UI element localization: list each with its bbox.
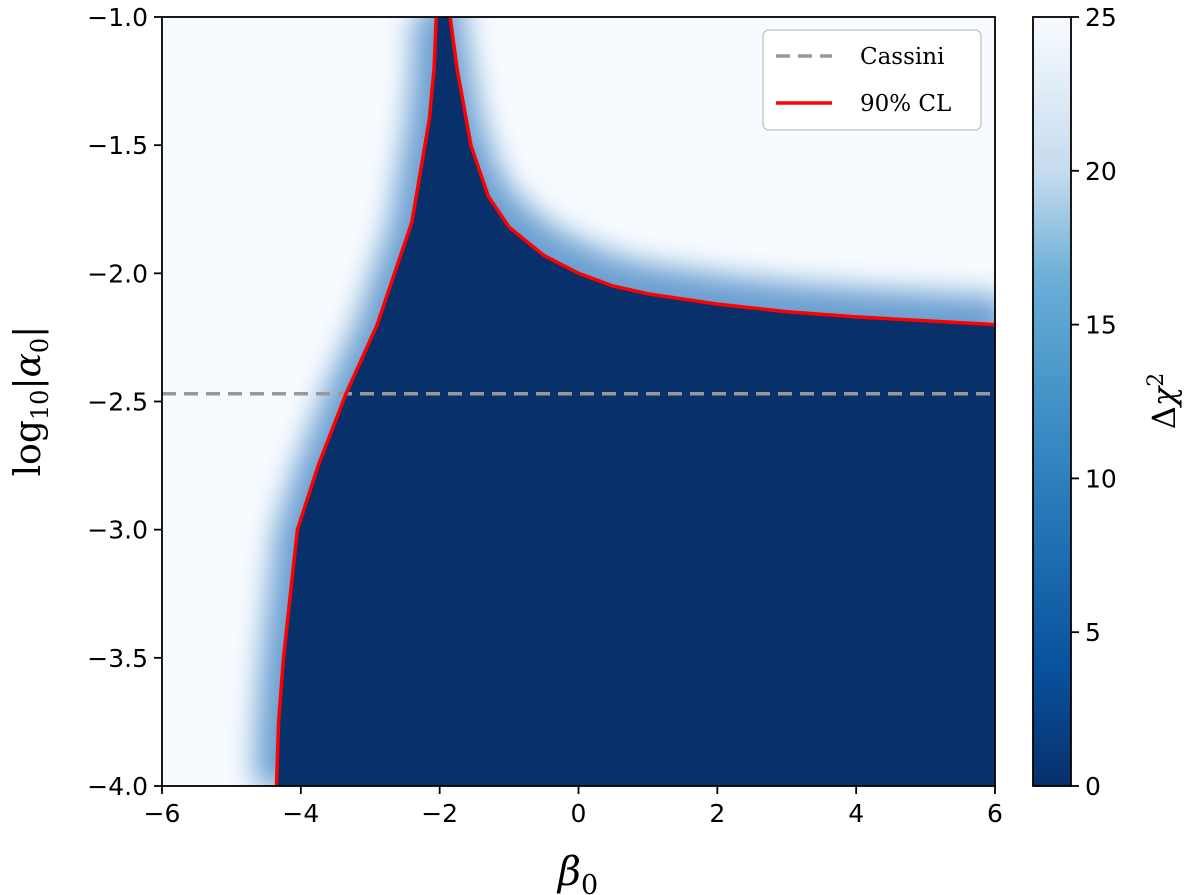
y-axis-ticks: −4.0 −3.5 −3.0 −2.5 −2.0 −1.5 −1.0 xyxy=(87,3,162,801)
x-tick-label: −2 xyxy=(421,799,458,828)
y-tick-label: −2.5 xyxy=(87,388,148,417)
cl-contour-left-branch xyxy=(274,17,438,786)
colorbar-tick-label: 0 xyxy=(1085,772,1101,801)
colorbar-tick-label: 15 xyxy=(1085,311,1117,340)
cl-contour-right-branch xyxy=(448,17,995,327)
y-tick-label: −3.5 xyxy=(87,644,148,673)
y-tick-label: −1.0 xyxy=(87,3,148,32)
colorbar-title: Δχ2 xyxy=(1144,373,1183,430)
colorbar-tick-label: 5 xyxy=(1085,618,1101,647)
colorbar-gradient xyxy=(1032,16,1072,787)
colorbar-ticks: 0 5 10 15 20 25 xyxy=(1071,3,1117,801)
legend: Cassini 90% CL xyxy=(762,29,982,131)
y-tick-label: −4.0 xyxy=(87,772,148,801)
legend-label-cassini: Cassini xyxy=(860,44,944,70)
plot-area: −6 −4 −2 0 2 4 6 −4.0 −3.5 −3.0 −2.5 −2.0 −1.5 −1.0 xyxy=(87,3,1003,828)
colorbar-tick-label: 10 xyxy=(1085,464,1117,493)
allowed-region xyxy=(276,17,995,786)
colorbar-tick-label: 25 xyxy=(1085,3,1117,32)
y-tick-label: −1.5 xyxy=(87,131,148,160)
x-tick-label: 0 xyxy=(571,799,587,828)
colorbar-tick-label: 20 xyxy=(1085,157,1117,186)
x-tick-label: −6 xyxy=(144,799,181,828)
legend-box xyxy=(762,29,982,131)
legend-label-90cl: 90% CL xyxy=(860,91,951,117)
y-tick-label: −3.0 xyxy=(87,516,148,545)
y-axis-title: log10|α0| xyxy=(8,326,54,477)
x-axis-title: β0 xyxy=(556,849,598,895)
x-axis-ticks: −6 −4 −2 0 2 4 6 xyxy=(144,786,1003,828)
colorbar: 0 5 10 15 20 25 Δχ2 xyxy=(1032,3,1183,801)
x-tick-label: 4 xyxy=(848,799,864,828)
x-tick-label: −4 xyxy=(282,799,319,828)
x-tick-label: 6 xyxy=(987,799,1003,828)
x-tick-label: 2 xyxy=(709,799,725,828)
y-tick-label: −2.0 xyxy=(87,259,148,288)
